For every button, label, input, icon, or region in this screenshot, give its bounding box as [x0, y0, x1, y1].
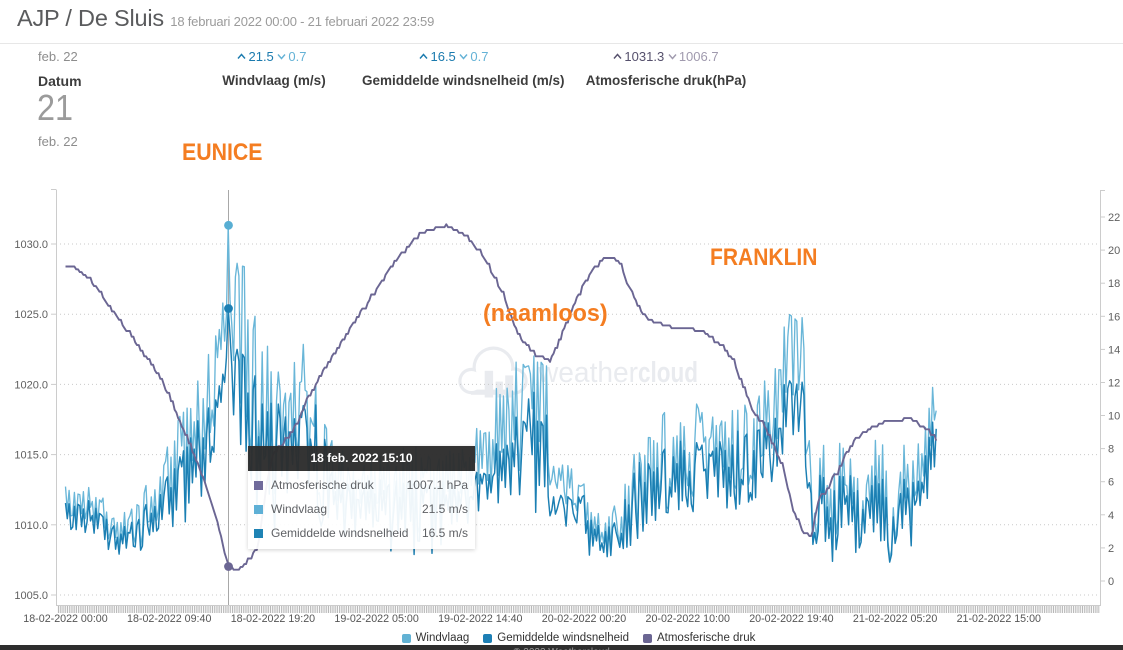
svg-text:19-02-2022 14:40: 19-02-2022 14:40 — [438, 613, 522, 625]
svg-text:8: 8 — [1108, 444, 1114, 456]
svg-text:18-02-2022 19:20: 18-02-2022 19:20 — [231, 613, 315, 625]
svg-text:18: 18 — [1108, 278, 1120, 290]
svg-text:20-02-2022 10:00: 20-02-2022 10:00 — [646, 613, 730, 625]
svg-text:4: 4 — [1108, 510, 1114, 522]
svg-text:21-02-2022 15:00: 21-02-2022 15:00 — [957, 613, 1041, 625]
svg-text:1015.0: 1015.0 — [14, 450, 48, 462]
svg-text:12: 12 — [1108, 378, 1120, 390]
svg-text:19-02-2022 05:00: 19-02-2022 05:00 — [334, 613, 418, 625]
svg-text:21-02-2022 05:20: 21-02-2022 05:20 — [853, 613, 937, 625]
svg-text:1005.0: 1005.0 — [14, 590, 48, 602]
svg-text:22: 22 — [1108, 212, 1120, 224]
svg-text:weather: weather — [537, 357, 638, 389]
svg-text:cloud: cloud — [638, 357, 698, 389]
svg-text:6: 6 — [1108, 477, 1114, 489]
svg-text:16: 16 — [1108, 311, 1120, 323]
svg-text:1025.0: 1025.0 — [14, 309, 48, 321]
svg-text:20: 20 — [1108, 245, 1120, 257]
svg-text:18-02-2022 00:00: 18-02-2022 00:00 — [23, 613, 107, 625]
svg-text:20-02-2022 19:40: 20-02-2022 19:40 — [749, 613, 833, 625]
svg-text:1010.0: 1010.0 — [14, 520, 48, 532]
svg-text:18-02-2022 09:40: 18-02-2022 09:40 — [127, 613, 211, 625]
svg-text:14: 14 — [1108, 344, 1120, 356]
svg-text:1030.0: 1030.0 — [14, 239, 48, 251]
svg-text:20-02-2022 00:20: 20-02-2022 00:20 — [542, 613, 626, 625]
svg-text:10: 10 — [1108, 411, 1120, 423]
svg-text:0: 0 — [1108, 576, 1114, 588]
svg-text:2: 2 — [1108, 543, 1114, 555]
svg-text:1020.0: 1020.0 — [14, 379, 48, 391]
